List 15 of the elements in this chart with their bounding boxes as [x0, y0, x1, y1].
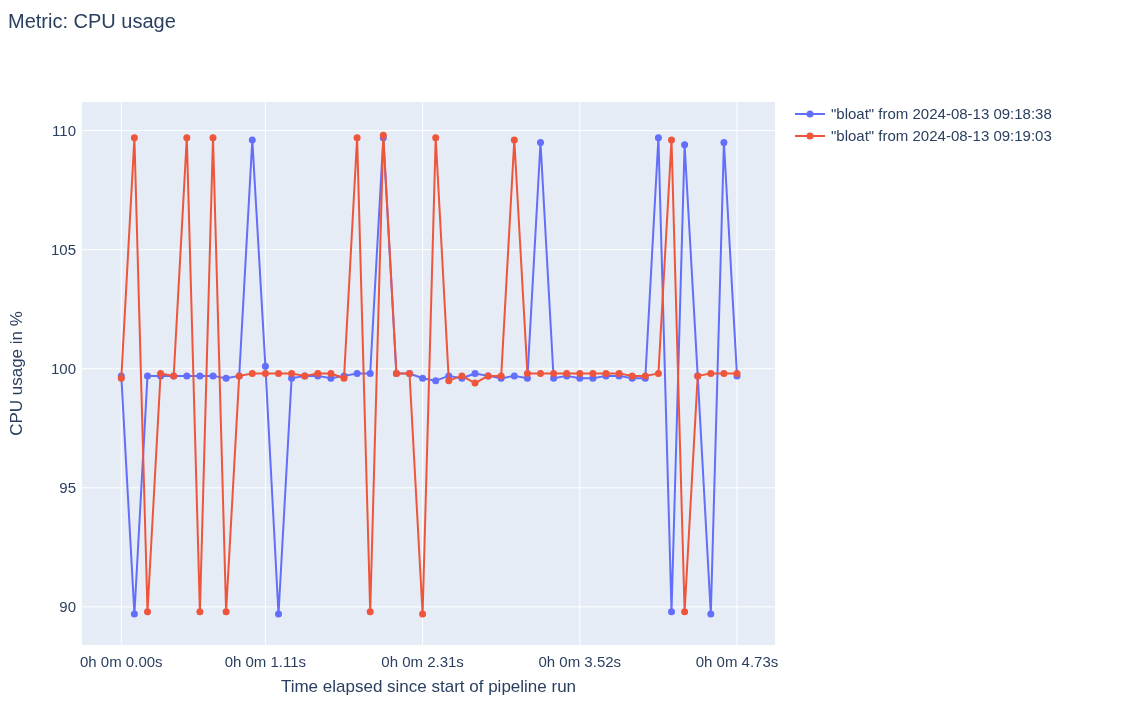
x-tick-label: 0h 0m 4.73s: [695, 653, 779, 670]
chart-title: Metric: CPU usage: [8, 10, 176, 32]
x-tick-label: 0h 0m 3.52s: [538, 653, 622, 670]
x-tick-label: 0h 0m 2.31s: [381, 653, 464, 670]
y-tick-label: 95: [59, 479, 76, 497]
y-tick-label: 110: [52, 121, 76, 139]
legend-label: "bloat" from 2024-08-13 09:18:38: [831, 105, 1052, 123]
x-tick-label: 0h 0m 0.00s: [80, 653, 163, 670]
y-axis-title: CPU usage in %: [7, 311, 26, 436]
y-tick-label: 90: [59, 598, 76, 616]
legend-label: "bloat" from 2024-08-13 09:19:03: [831, 127, 1052, 145]
y-tick-label: 100: [50, 359, 76, 377]
y-tick-label: 105: [50, 240, 76, 258]
x-axis-title: Time elapsed since start of pipeline run: [280, 677, 577, 696]
x-tick-label: 0h 0m 1.11s: [224, 653, 307, 670]
